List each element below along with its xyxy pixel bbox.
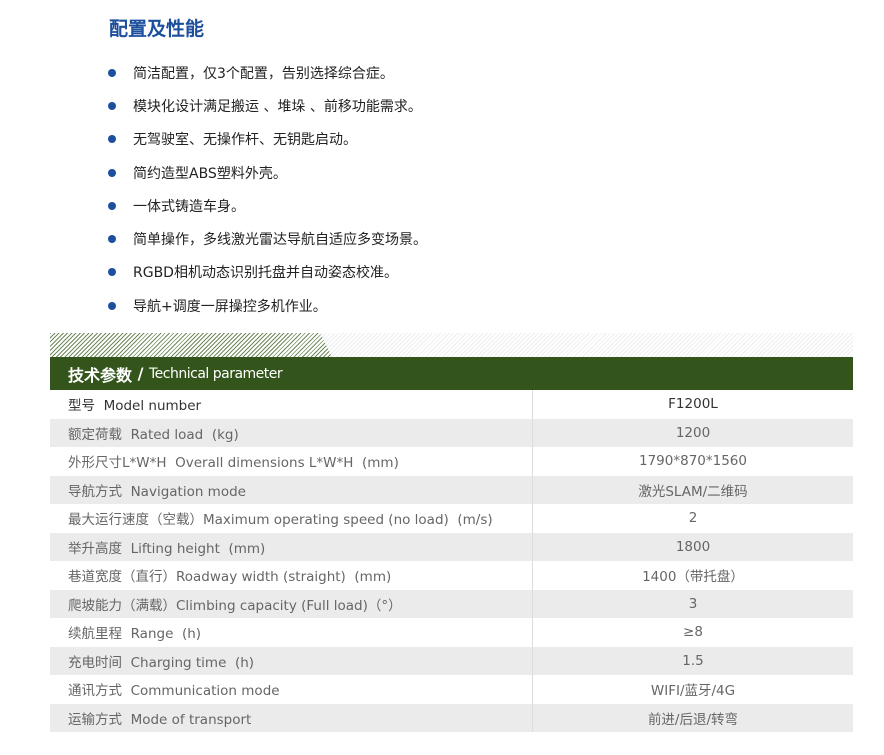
header-en: Technical parameter [149, 365, 283, 382]
bullet-icon [108, 235, 116, 244]
table-row: 续航里程 Range (h) ≥8 [50, 618, 853, 647]
param-name: 最大运行速度（空载）Maximum operating speed (no lo… [68, 512, 493, 529]
feature-list: 简洁配置，仅3个配置，告别选择综合症。模块化设计满足搬运 、堆垛 、前移功能需求… [108, 56, 427, 322]
bullet-icon [108, 101, 116, 110]
param-name: 爬坡能力（满载）Climbing capacity (Full load)（°） [68, 597, 402, 614]
param-value: 1400（带托盘） [532, 561, 853, 590]
hatch-decoration-dark [50, 333, 332, 357]
table-row: 通讯方式 Communication mode WIFI/蓝牙/4G [50, 675, 853, 704]
param-name: 外形尺寸L*W*H Overall dimensions L*W*H (mm) [68, 455, 399, 472]
param-name: 导航方式 Navigation mode [68, 483, 246, 500]
param-value: 1200 [532, 418, 853, 447]
param-name: 续航里程 Range (h) [68, 626, 202, 643]
feature-text: 一体式铸造车身。 [133, 198, 245, 215]
feature-text: RGBD相机动态识别托盘并自动姿态校准。 [133, 265, 398, 282]
table-row: 巷道宽度（直行）Roadway width (straight) (mm) 140… [50, 561, 853, 590]
table-header: 技术参数 / Technical parameter [50, 357, 853, 390]
bullet-icon [108, 201, 116, 210]
feature-item: RGBD相机动态识别托盘并自动姿态校准。 [108, 256, 427, 289]
param-name: 运输方式 Mode of transport [68, 711, 252, 728]
feature-text: 导航+调度一屏操控多机作业。 [133, 298, 327, 315]
section-title: 配置及性能 [109, 18, 205, 40]
feature-text: 简单操作，多线激光雷达导航自适应多变场景。 [133, 232, 427, 249]
param-name: 额定荷载 Rated load (kg) [68, 426, 239, 443]
bullet-icon [108, 301, 116, 310]
param-name: 巷道宽度（直行）Roadway width (straight) (mm) [68, 569, 392, 586]
feature-item: 无驾驶室、无操作杆、无钥匙启动。 [108, 123, 427, 156]
table-row: 最大运行速度（空载）Maximum operating speed (no lo… [50, 504, 853, 533]
feature-text: 简约造型ABS塑料外壳。 [133, 165, 287, 182]
table-row: 举升高度 Lifting height (mm) 1800 [50, 532, 853, 561]
param-value: 前进/后退/转弯 [532, 703, 853, 732]
param-name: 型号 Model number [68, 398, 202, 415]
bullet-icon [108, 168, 116, 177]
bullet-icon [108, 135, 116, 144]
feature-text: 无驾驶室、无操作杆、无钥匙启动。 [133, 132, 357, 149]
feature-item: 导航+调度一屏操控多机作业。 [108, 289, 427, 322]
feature-item: 一体式铸造车身。 [108, 189, 427, 222]
param-value: F1200L [532, 390, 853, 419]
feature-item: 简单操作，多线激光雷达导航自适应多变场景。 [108, 222, 427, 255]
spec-table: 型号 Model number F1200L 额定荷载 Rated load (kg… [50, 390, 853, 732]
param-value: 1790*870*1560 [532, 447, 853, 476]
param-value: ≥8 [532, 618, 853, 647]
table-row: 额定荷载 Rated load (kg) 1200 [50, 418, 853, 447]
feature-item: 模块化设计满足搬运 、堆垛 、前移功能需求。 [108, 89, 427, 122]
param-value: 1.5 [532, 646, 853, 675]
param-name: 通讯方式 Communication mode [68, 683, 280, 700]
feature-text: 模块化设计满足搬运 、堆垛 、前移功能需求。 [133, 98, 422, 115]
param-value: 2 [532, 504, 853, 533]
feature-item: 简洁配置，仅3个配置，告别选择综合症。 [108, 56, 427, 89]
bullet-icon [108, 268, 116, 277]
feature-text: 简洁配置，仅3个配置，告别选择综合症。 [133, 65, 394, 82]
table-row: 爬坡能力（满载）Climbing capacity (Full load)（°）… [50, 589, 853, 618]
feature-item: 简约造型ABS塑料外壳。 [108, 156, 427, 189]
bullet-icon [108, 68, 116, 77]
param-value: 1800 [532, 532, 853, 561]
table-row: 充电时间 Charging time (h) 1.5 [50, 646, 853, 675]
table-row: 运输方式 Mode of transport 前进/后退/转弯 [50, 703, 853, 732]
param-value: WIFI/蓝牙/4G [532, 675, 853, 704]
param-value: 3 [532, 589, 853, 618]
param-value: 激光SLAM/二维码 [532, 475, 853, 504]
param-name: 充电时间 Charging time (h) [68, 654, 255, 671]
table-row: 型号 Model number F1200L [50, 390, 853, 419]
table-row: 外形尺寸L*W*H Overall dimensions L*W*H (mm) 1… [50, 447, 853, 476]
table-row: 导航方式 Navigation mode 激光SLAM/二维码 [50, 475, 853, 504]
param-name: 举升高度 Lifting height (mm) [68, 540, 266, 557]
header-cn: 技术参数 [68, 365, 133, 385]
header-sep: / [132, 364, 149, 383]
